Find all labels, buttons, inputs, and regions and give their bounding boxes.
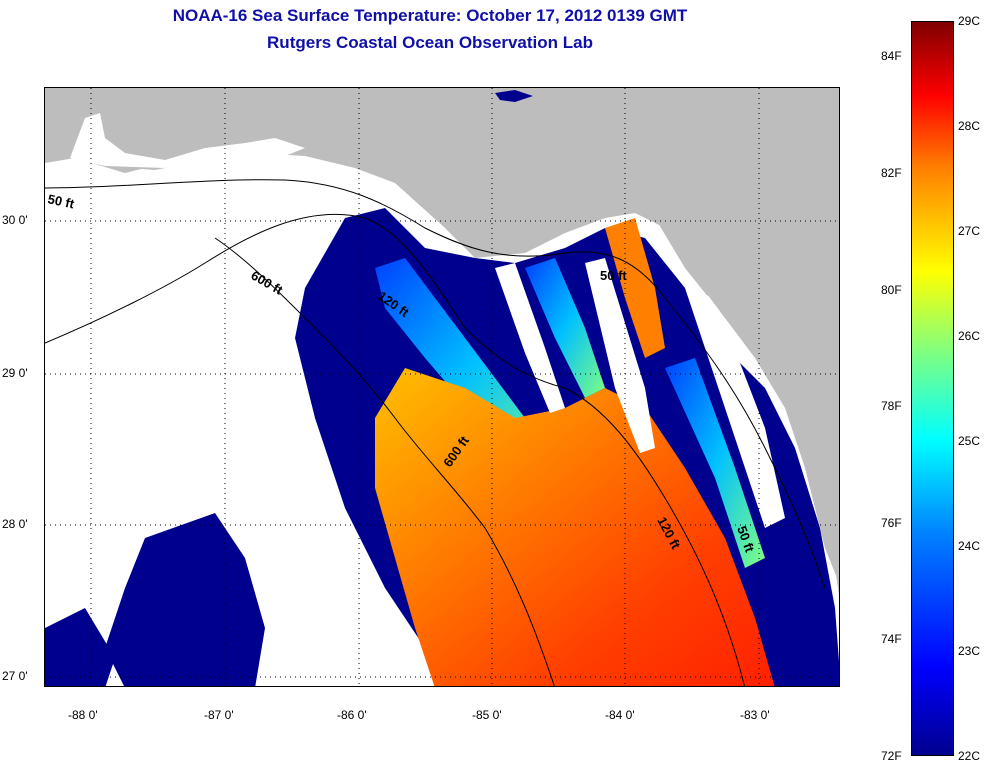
celsius-label: 23C [958, 644, 981, 658]
sst-map-canvas: 50 ft 600 ft 120 ft 600 ft 50 ft 120 ft … [45, 88, 839, 686]
celsius-label: 26C [958, 329, 981, 343]
fahrenheit-label: 74F [881, 632, 902, 646]
contour-label: 50 ft [600, 268, 627, 283]
cloud-streak [495, 263, 565, 413]
graticule [45, 88, 839, 686]
fahrenheit-label: 84F [881, 49, 902, 63]
contour-600ft [214, 237, 555, 686]
lon-tick-label: -83 0' [740, 708, 770, 722]
cloud-streak [585, 258, 655, 453]
map-title: NOAA-16 Sea Surface Temperature: October… [172, 6, 688, 25]
lat-tick-label: 27 0' [2, 669, 28, 683]
temperature-colorbar [911, 21, 954, 756]
florida-land [45, 88, 839, 583]
celsius-label: 25C [958, 434, 981, 448]
celsius-label: 24C [958, 539, 981, 553]
fahrenheit-label: 78F [881, 399, 902, 413]
lake-feature [495, 90, 533, 102]
celsius-label: 22C [958, 749, 981, 763]
fahrenheit-label: 80F [881, 283, 902, 297]
warm-streak [605, 218, 665, 358]
lon-tick-label: -87 0' [204, 708, 234, 722]
cool-streak [525, 258, 605, 398]
fahrenheit-label: 76F [881, 516, 902, 530]
lon-tick-label: -86 0' [337, 708, 367, 722]
lon-tick-label: -88 0' [68, 708, 98, 722]
lat-tick-label: 29 0' [2, 366, 28, 380]
cool-streak [665, 358, 765, 568]
lon-tick-label: -84 0' [605, 708, 635, 722]
celsius-label: 29C [958, 14, 981, 28]
celsius-label: 28C [958, 119, 981, 133]
cold-water-west [105, 513, 265, 686]
cloud-streak [685, 288, 785, 528]
contour-50ft [45, 179, 826, 589]
fahrenheit-label: 72F [881, 749, 902, 763]
lat-tick-label: 30 0' [2, 213, 28, 227]
lat-tick-label: 28 0' [2, 517, 28, 531]
map-subtitle: Rutgers Coastal Ocean Observation Lab [267, 33, 593, 52]
warm-water-core [375, 368, 775, 686]
sst-map: 50 ft 600 ft 120 ft 600 ft 50 ft 120 ft … [44, 87, 840, 687]
fahrenheit-label: 82F [881, 166, 902, 180]
celsius-label: 27C [958, 224, 981, 238]
bay-area [70, 113, 305, 168]
cold-water-southwest [45, 608, 115, 686]
contour-120ft [45, 213, 745, 686]
contour-label: 50 ft [46, 191, 76, 211]
lon-tick-label: -85 0' [472, 708, 502, 722]
